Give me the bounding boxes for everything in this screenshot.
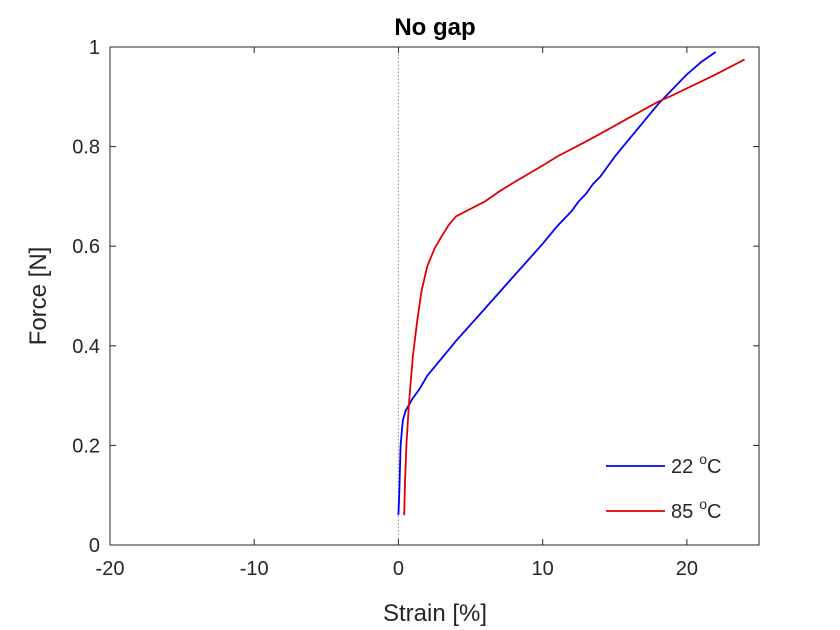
x-tick-label: 20 (676, 558, 698, 580)
x-tick-label: 0 (393, 558, 404, 580)
x-tick-label: 10 (532, 558, 554, 580)
y-tick-label: 0.6 (72, 236, 100, 258)
series-line-0 (397, 51, 717, 516)
legend-label-0: 22 oC (671, 451, 722, 478)
axis-ticks: -20 -10 0 10 20 0 0.2 0.4 0.6 0.8 1 (72, 37, 759, 580)
y-tick-label: 0.8 (72, 137, 100, 159)
y-tick-label: 0 (89, 535, 100, 557)
legend: 22 oC 85 oC (606, 451, 722, 523)
plot-area (109, 46, 760, 546)
legend-label-1: 85 oC (671, 496, 722, 523)
chart-title: No gap (394, 14, 475, 41)
y-axis-label: Force [N] (25, 247, 52, 346)
y-tick-label: 0.4 (72, 336, 100, 358)
x-tick-label: -10 (240, 558, 269, 580)
y-tick-label: 1 (89, 37, 100, 59)
y-tick-label: 0.2 (72, 435, 100, 457)
series-line-1 (403, 58, 746, 516)
x-axis-label: Strain [%] (383, 600, 487, 627)
data-series (397, 51, 746, 516)
x-tick-label: -20 (96, 558, 125, 580)
